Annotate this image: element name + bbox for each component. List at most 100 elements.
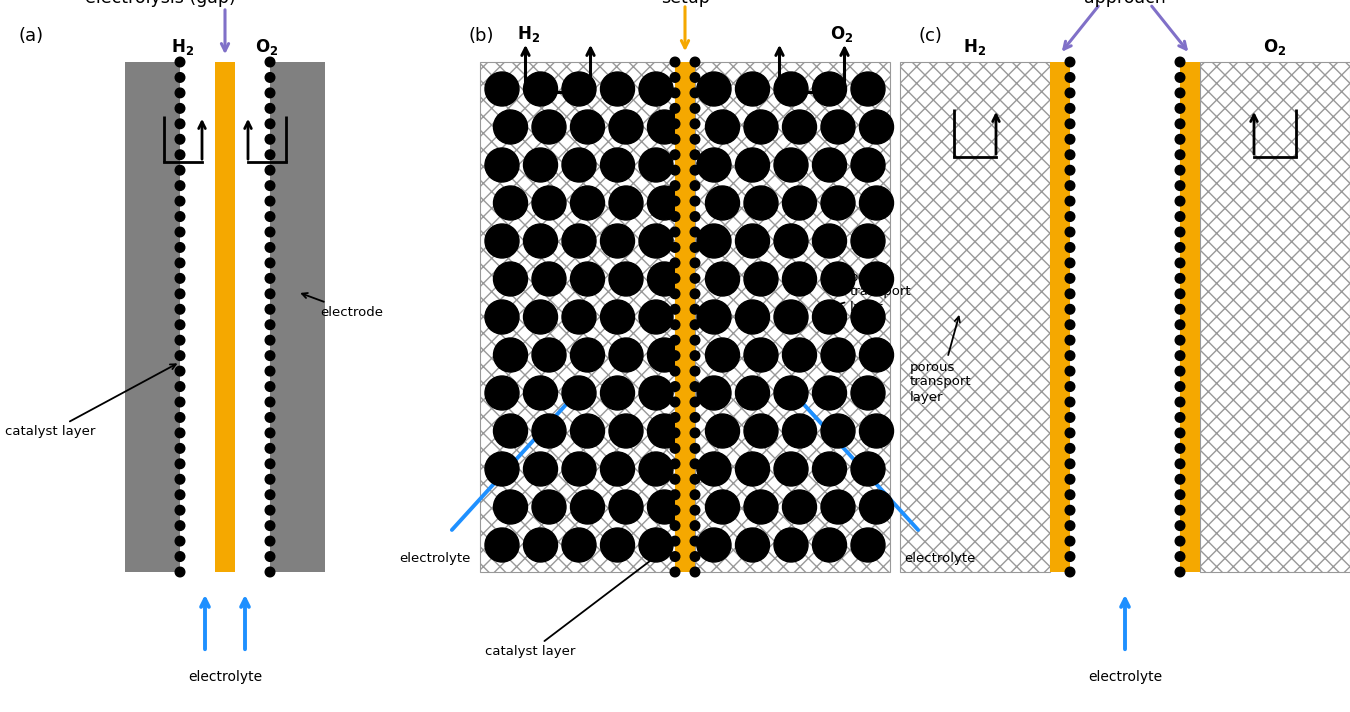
Circle shape xyxy=(265,135,275,144)
Circle shape xyxy=(744,338,778,372)
Circle shape xyxy=(265,273,275,283)
Circle shape xyxy=(860,186,894,220)
Circle shape xyxy=(1065,382,1075,392)
Circle shape xyxy=(1176,382,1185,392)
Circle shape xyxy=(176,305,185,314)
Circle shape xyxy=(1176,474,1185,484)
Circle shape xyxy=(639,72,674,106)
Circle shape xyxy=(609,490,643,524)
Circle shape xyxy=(1065,536,1075,546)
Circle shape xyxy=(813,224,846,258)
Circle shape xyxy=(176,506,185,515)
Circle shape xyxy=(690,197,699,206)
Circle shape xyxy=(706,414,740,448)
Circle shape xyxy=(670,490,680,500)
Circle shape xyxy=(176,552,185,561)
Circle shape xyxy=(670,227,680,237)
Circle shape xyxy=(1176,397,1185,407)
Circle shape xyxy=(821,490,855,524)
Circle shape xyxy=(670,382,680,392)
Circle shape xyxy=(1176,428,1185,438)
Circle shape xyxy=(813,376,846,410)
Bar xyxy=(270,62,325,572)
Circle shape xyxy=(1065,351,1075,360)
Circle shape xyxy=(265,305,275,314)
Circle shape xyxy=(1176,119,1185,129)
Circle shape xyxy=(265,289,275,298)
Circle shape xyxy=(736,300,769,334)
Circle shape xyxy=(494,262,528,296)
Circle shape xyxy=(265,73,275,83)
Circle shape xyxy=(1065,552,1075,561)
Circle shape xyxy=(1176,103,1185,113)
Circle shape xyxy=(690,428,699,438)
Circle shape xyxy=(485,224,518,258)
Bar xyxy=(900,62,1050,572)
Circle shape xyxy=(670,258,680,268)
Circle shape xyxy=(524,224,558,258)
Circle shape xyxy=(670,335,680,345)
Circle shape xyxy=(648,110,682,144)
Circle shape xyxy=(1065,335,1075,345)
Circle shape xyxy=(571,490,605,524)
Circle shape xyxy=(494,110,528,144)
Circle shape xyxy=(571,110,605,144)
Circle shape xyxy=(176,150,185,159)
Circle shape xyxy=(670,506,680,515)
Circle shape xyxy=(1176,521,1185,530)
Circle shape xyxy=(1065,428,1075,438)
Circle shape xyxy=(265,536,275,546)
Text: $\mathbf{O_2}$: $\mathbf{O_2}$ xyxy=(1264,37,1287,57)
Circle shape xyxy=(744,262,778,296)
Text: $\mathbf{O_2}$: $\mathbf{O_2}$ xyxy=(255,37,278,57)
Circle shape xyxy=(813,72,846,106)
Circle shape xyxy=(1065,305,1075,314)
Bar xyxy=(675,62,695,572)
Circle shape xyxy=(176,521,185,530)
Circle shape xyxy=(639,528,674,562)
Circle shape xyxy=(609,186,643,220)
Circle shape xyxy=(176,181,185,190)
Circle shape xyxy=(850,376,886,410)
Circle shape xyxy=(860,110,894,144)
Circle shape xyxy=(670,103,680,113)
Circle shape xyxy=(821,110,855,144)
Circle shape xyxy=(706,110,740,144)
Circle shape xyxy=(690,552,699,561)
Circle shape xyxy=(601,528,634,562)
Circle shape xyxy=(524,528,558,562)
Circle shape xyxy=(736,72,769,106)
Circle shape xyxy=(1065,57,1075,67)
Circle shape xyxy=(774,72,809,106)
Circle shape xyxy=(1176,258,1185,268)
Circle shape xyxy=(648,414,682,448)
Circle shape xyxy=(690,506,699,515)
Bar xyxy=(481,62,675,572)
Circle shape xyxy=(176,57,185,67)
Circle shape xyxy=(176,444,185,453)
Circle shape xyxy=(690,135,699,144)
Circle shape xyxy=(562,376,595,410)
Circle shape xyxy=(813,148,846,182)
Circle shape xyxy=(1176,181,1185,190)
Circle shape xyxy=(690,258,699,268)
Circle shape xyxy=(639,224,674,258)
Circle shape xyxy=(690,397,699,407)
Circle shape xyxy=(690,150,699,159)
Circle shape xyxy=(690,211,699,221)
Circle shape xyxy=(860,338,894,372)
Circle shape xyxy=(1065,73,1075,83)
Circle shape xyxy=(690,536,699,546)
Circle shape xyxy=(176,428,185,438)
Circle shape xyxy=(176,258,185,268)
Circle shape xyxy=(648,186,682,220)
Circle shape xyxy=(783,110,817,144)
Circle shape xyxy=(774,224,809,258)
Circle shape xyxy=(1176,552,1185,561)
Circle shape xyxy=(601,300,634,334)
Circle shape xyxy=(1065,459,1075,468)
Circle shape xyxy=(670,536,680,546)
Circle shape xyxy=(648,338,682,372)
Circle shape xyxy=(648,490,682,524)
Circle shape xyxy=(1065,227,1075,237)
